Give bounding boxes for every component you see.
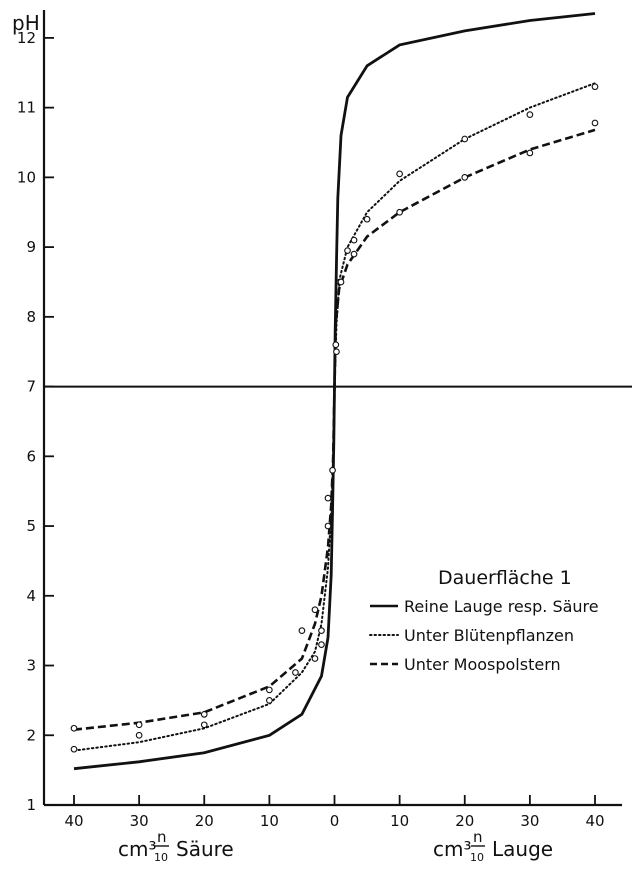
data-point-dotted [135,731,143,739]
x-tick-label: 30 [130,812,149,830]
x-tick-label: 20 [195,812,214,830]
data-point-dashed [70,724,78,732]
data-point-dotted [344,247,351,254]
data-point-dashed [266,686,273,694]
plot-frame [42,10,622,807]
y-tick-label: 3 [26,657,36,675]
y-tick-label: 7 [26,378,36,396]
data-point-dotted [461,135,469,143]
data-point-dashed [526,149,534,157]
x-tick-label: 0 [330,812,340,830]
x-tick-label: 40 [64,812,83,830]
y-tick-label: 1 [26,796,36,814]
data-point-dashed [350,250,358,258]
svg-text:Lauge: Lauge [492,837,553,861]
data-point-dashed [332,341,340,349]
x-tick-label: 10 [390,812,409,830]
data-point-dotted [526,111,534,118]
data-point-dotted [324,494,332,502]
series-line-dashed [73,128,596,731]
legend: Dauerfläche 1 Reine Lauge resp. Säure Un… [369,567,599,674]
legend-label-solid: Reine Lauge resp. Säure [404,597,599,616]
x-tick-label: 40 [585,812,604,830]
legend-label-dotted: Unter Blütenpflanzen [404,626,574,645]
data-point-dashed [461,174,469,181]
svg-text:n: n [473,828,483,846]
x-axis-right-title: cm³ n 10 Lauge [433,828,553,864]
svg-text:cm³: cm³ [433,837,472,861]
data-point-dashed [337,278,345,286]
svg-text:10: 10 [470,851,484,864]
data-point-dotted [311,606,319,614]
x-tick-label: 30 [520,812,539,830]
y-tick-label: 10 [17,168,36,186]
x-tick-label: 10 [260,812,279,830]
y-tick-label: 5 [26,517,36,535]
data-point-dashed [311,655,319,662]
x-ticks: 40 30 20 10 0 10 20 30 40 [64,795,605,830]
x-axis-left-title: cm³ n 10 Säure [118,828,234,864]
data-point-dashed [591,119,599,127]
data-point-dotted [70,745,78,753]
data-point-dashed [324,522,332,530]
y-tick-label: 9 [26,238,36,256]
data-point-dotted [266,697,273,704]
data-point-dotted [333,348,340,356]
legend-label-dashed: Unter Moospolstern [404,655,561,674]
y-tick-label: 6 [26,447,36,465]
y-axis-title: pH [12,11,40,35]
y-tick-label: 8 [26,308,36,326]
svg-text:cm³: cm³ [118,837,157,861]
data-point-dashed [135,721,143,729]
data-point-dotted [591,83,599,91]
data-point-dashed [318,641,325,648]
data-point-dotted [318,627,325,635]
data-point-dotted [200,721,208,729]
x-tick-label: 20 [455,812,474,830]
data-point-dotted [298,627,306,635]
data-point-dotted [329,466,336,474]
data-point-dotted [350,236,358,244]
points-layer [70,83,599,753]
data-point-dashed [396,208,403,216]
svg-text:10: 10 [154,851,168,864]
data-point-dotted [363,215,371,223]
data-point-dashed [292,669,299,676]
y-tick-label: 11 [17,99,36,117]
data-point-dashed [200,710,208,718]
data-point-dotted [396,170,403,178]
legend-title: Dauerfläche 1 [438,567,572,589]
svg-text:n: n [157,828,167,846]
svg-text:Säure: Säure [176,837,234,861]
y-tick-label: 12 [17,29,36,47]
y-tick-label: 2 [26,726,36,744]
series-layer [73,12,596,771]
y-tick-label: 4 [26,587,36,605]
